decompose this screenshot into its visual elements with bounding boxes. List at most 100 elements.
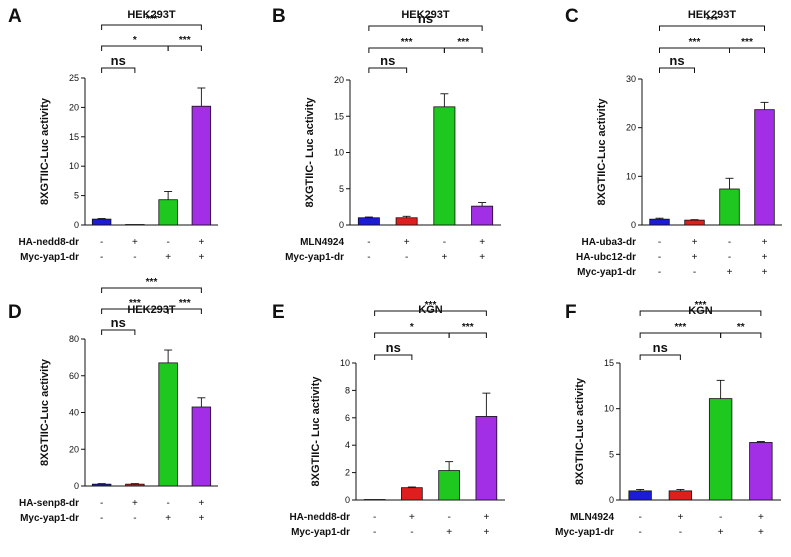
bar [191,406,212,487]
y-tick-label: 10 [69,161,79,171]
condition-sign: - [638,527,641,538]
condition-sign: + [132,237,138,248]
y-tick-label: 10 [340,358,350,368]
y-tick-label: 20 [69,102,79,112]
y-axis-label: 8XGTIIC-Luc activity [596,98,608,206]
condition-sign: - [100,498,103,509]
significance-bracket [374,354,413,360]
significance-label: ns [653,340,668,355]
condition-sign: - [133,252,136,263]
y-tick-label: 0 [74,220,79,230]
y-tick-label: 15 [69,132,79,142]
bar [125,483,145,487]
y-tick-label: 30 [626,74,636,84]
y-tick-label: 0 [339,220,344,230]
condition-sign: - [658,267,661,278]
y-tick-label: 10 [626,171,636,181]
y-tick-label: 20 [626,123,636,133]
condition-sign: - [166,237,169,248]
condition-sign: + [483,527,489,538]
condition-sign: - [728,237,731,248]
condition-sign: - [719,512,722,523]
bar [191,105,212,226]
condition-sign: + [762,252,768,263]
condition-sign: - [373,527,376,538]
condition-sign: + [692,237,698,248]
significance-label: ns [669,53,684,68]
condition-sign: + [198,252,204,263]
significance-bracket [368,25,483,31]
condition-sign: + [479,252,485,263]
significance-label: *** [146,277,158,288]
significance-label: ns [418,11,433,26]
significance-bracket [720,332,762,338]
significance-label: *** [179,35,191,46]
condition-label: HA-uba3-dr [582,237,637,248]
significance-bracket [639,332,722,338]
chart-panel-e: E KGN 8XGTIIC- Luc activity 0 2 4 6 8 10 HA-nedd8… [272,300,505,538]
significance-label: ns [386,340,401,355]
bar [433,106,456,226]
significance-label: *** [146,14,158,25]
y-tick-label: 60 [69,371,79,381]
condition-sign: + [762,267,768,278]
significance-bracket [101,67,136,73]
significance-label: *** [741,37,753,48]
y-axis-label: 8XGTIIC-Luc activity [39,358,51,466]
condition-label: Myc-yap1-dr [20,252,79,263]
panel-title: HEK293T [127,9,176,21]
condition-label: MLN4924 [570,512,614,523]
chart-panel-b: B HEK293T 8XGTIIC- Luc activity 0 5 10 15 20 MLN… [272,6,501,263]
condition-sign: - [100,252,103,263]
bar [125,224,145,226]
condition-sign: - [100,237,103,248]
condition-sign: - [373,512,376,523]
condition-sign: + [441,252,447,263]
bar [471,205,494,226]
y-tick-label: 20 [334,75,344,85]
panel-title: KGN [418,304,443,316]
condition-sign: + [727,267,733,278]
panel-title: HEK293T [127,304,176,316]
condition-sign: + [165,252,171,263]
significance-bracket [374,332,450,338]
significance-bracket [101,287,202,293]
y-axis-label: 8XGTIIC-Luc activity [574,377,586,485]
condition-sign: - [679,527,682,538]
y-axis-label: 8XGTIIC-Luc activity [39,97,51,205]
condition-sign: - [133,513,136,524]
condition-sign: + [692,252,698,263]
y-tick-label: 80 [69,334,79,344]
bar [649,218,670,226]
condition-label: Myc-yap1-dr [20,513,79,524]
significance-label: ** [737,322,745,333]
bar [91,483,112,487]
significance-label: *** [706,15,718,26]
significance-bracket [374,310,487,316]
condition-label: HA-senp8-dr [19,498,79,509]
bar [438,470,460,501]
significance-label: ns [111,53,126,68]
condition-label: Myc-yap1-dr [577,267,636,278]
significance-bracket [368,67,408,73]
panel-title: HEK293T [688,9,737,21]
bar [395,217,418,226]
condition-sign: - [100,513,103,524]
significance-label: *** [457,37,469,48]
bar [628,490,652,501]
condition-sign: - [367,237,370,248]
chart-panel-c: C HEK293T 8XGTIIC-Luc activity 0 10 20 30 HA-ub… [565,6,782,278]
panel-letter: E [272,302,285,323]
y-tick-label: 25 [69,73,79,83]
condition-sign: + [677,512,683,523]
y-tick-label: 0 [609,495,614,505]
y-tick-label: 2 [345,468,350,478]
condition-sign: - [638,512,641,523]
significance-label: *** [129,298,141,309]
significance-label: ns [111,315,126,330]
significance-label: *** [689,37,701,48]
chart-panel-a: A HEK293T 8XGTIIC-Luc activity 0 5 10 15 20 25 HA… [8,6,218,263]
y-axis-label: 8XGTIIC- Luc activity [310,376,322,487]
significance-bracket [729,47,765,53]
